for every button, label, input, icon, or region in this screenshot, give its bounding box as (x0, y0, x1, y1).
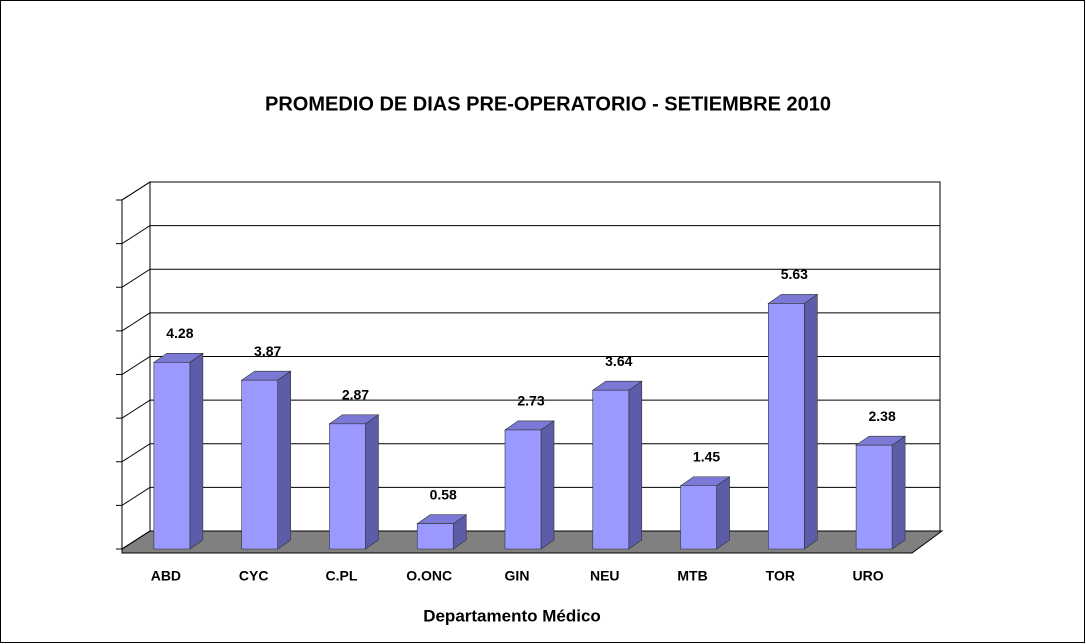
grid-line (121, 530, 940, 550)
bar (152, 352, 204, 550)
bar-front (241, 379, 278, 550)
bar-side (628, 380, 643, 550)
x-tick-label: URO (853, 568, 884, 584)
bar-front (768, 303, 805, 550)
bar-front (504, 429, 542, 550)
bar (855, 435, 907, 550)
bar-side (891, 435, 906, 550)
data-label: 5.63 (781, 266, 808, 282)
grid-line (121, 225, 940, 245)
data-label: 0.58 (430, 486, 457, 502)
bar-side (277, 370, 291, 550)
x-axis-label: Departamento Médico (423, 606, 601, 625)
x-tick-label: NEU (590, 568, 620, 584)
bar (767, 293, 819, 550)
data-label: 2.38 (868, 408, 895, 424)
bar-front (592, 389, 630, 550)
bar-side (540, 420, 555, 550)
bar (240, 370, 292, 550)
bar-front (680, 485, 717, 550)
bar (679, 476, 731, 550)
bar (504, 420, 555, 550)
x-tick-label: O.ONC (406, 568, 452, 584)
bar-side (716, 476, 730, 550)
x-tick-label: CYC (239, 568, 269, 584)
bar-side (189, 352, 204, 550)
data-label: 4.28 (166, 325, 193, 341)
bar-side (804, 293, 818, 550)
bar-front (416, 523, 454, 550)
data-label: 3.87 (254, 343, 281, 359)
bar (591, 380, 643, 550)
bar (416, 514, 468, 550)
x-tick-label: MTB (677, 568, 707, 584)
grid-line (121, 268, 940, 288)
grid-line (121, 356, 940, 375)
bar-side (365, 414, 379, 550)
data-label: 1.45 (693, 448, 720, 464)
chart-title: PROMEDIO DE DIAS PRE-OPERATORIO - SETIEM… (265, 93, 831, 115)
x-tick-label: ABD (151, 568, 181, 584)
bar-front (855, 444, 893, 550)
data-label: 2.87 (342, 386, 369, 402)
bar-front (329, 423, 366, 550)
data-label: 2.73 (517, 393, 544, 409)
grid-line (121, 399, 940, 419)
data-label: 3.64 (605, 353, 632, 369)
grid-line (121, 486, 940, 506)
bar (328, 414, 380, 550)
x-tick-label: C.PL (325, 568, 357, 584)
grid-line (121, 181, 940, 201)
grid-line (121, 443, 940, 463)
x-tick-label: TOR (766, 568, 795, 584)
grid-line (121, 312, 940, 332)
bar-front (153, 361, 191, 550)
x-tick-label: GIN (505, 568, 530, 584)
